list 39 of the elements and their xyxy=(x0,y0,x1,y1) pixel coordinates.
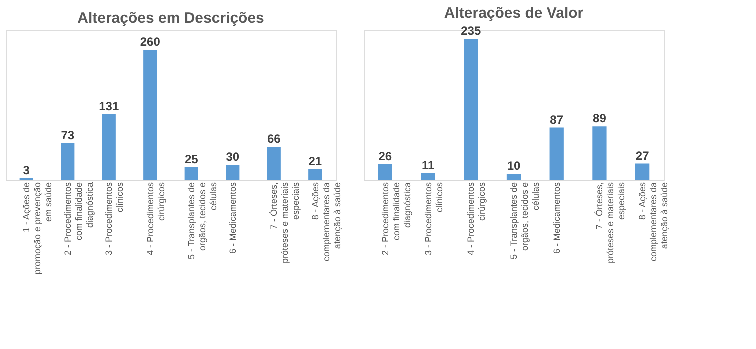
x-tick-label: 6 - Medicamentos xyxy=(228,182,238,254)
data-label: 27 xyxy=(636,148,650,163)
data-label: 260 xyxy=(140,35,161,49)
data-label: 3 xyxy=(23,164,30,178)
data-label: 21 xyxy=(308,154,322,168)
data-label: 73 xyxy=(61,128,75,142)
bar xyxy=(464,39,478,180)
bar xyxy=(267,147,281,180)
x-tick-label: 1 - Ações de promoção e prevenção em saúde xyxy=(22,182,54,275)
x-tick-label: 5 - Transplantes de orgãos, tecidos e células xyxy=(186,182,219,260)
x-tick-label: 7 - Órteses, próteses e materiais especiais xyxy=(269,182,302,264)
data-label: 25 xyxy=(184,152,199,166)
bar xyxy=(144,50,158,180)
data-label: 30 xyxy=(226,150,240,164)
x-tick-label: 7 - Órteses, próteses e materiais especiais xyxy=(594,182,627,264)
bar xyxy=(421,173,436,180)
data-label: 11 xyxy=(422,158,435,172)
x-tick-label: 6 - Medicamentos xyxy=(552,182,562,254)
bar xyxy=(378,164,392,180)
bar xyxy=(506,174,522,180)
data-label: 131 xyxy=(99,100,120,114)
bar xyxy=(592,126,607,180)
bar xyxy=(102,114,116,180)
bar xyxy=(550,128,564,180)
data-label: 66 xyxy=(267,132,282,146)
bar xyxy=(636,164,650,180)
bar xyxy=(308,170,322,180)
data-label: 87 xyxy=(550,112,564,127)
bar xyxy=(61,144,75,180)
bar xyxy=(226,165,240,180)
data-label: 26 xyxy=(378,149,392,164)
chart-title: Alterações de Valor xyxy=(444,5,584,22)
chart-title: Alterações em Descrições xyxy=(78,10,264,27)
bar xyxy=(184,168,198,180)
data-label: 89 xyxy=(593,112,607,126)
data-label: 10 xyxy=(507,159,521,173)
data-label: 235 xyxy=(461,24,482,38)
x-tick-label: 2 - Procedimentos com finalidade diagnóstica xyxy=(380,182,412,256)
x-tick-label: 5 - Transplantes de orgãos, tecidos e células xyxy=(509,182,541,260)
